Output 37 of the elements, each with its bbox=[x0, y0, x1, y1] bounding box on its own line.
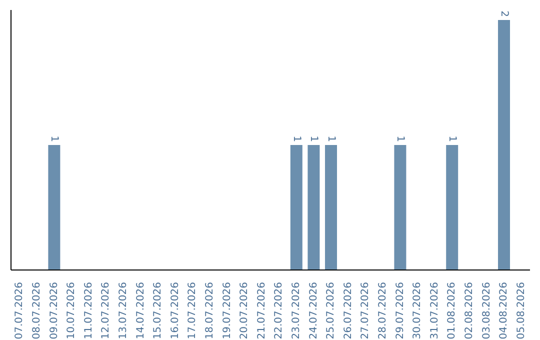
x-tick-label: 09.07.2026 bbox=[48, 282, 60, 340]
x-tick-label: 18.07.2026 bbox=[204, 282, 216, 340]
x-tick-label: 26.07.2026 bbox=[342, 282, 354, 340]
x-tick-label: 17.07.2026 bbox=[187, 282, 198, 340]
x-tick-label: 27.07.2026 bbox=[360, 282, 372, 340]
x-tick-label: 24.07.2026 bbox=[308, 282, 320, 340]
x-tick-label: 08.07.2026 bbox=[31, 282, 42, 340]
data-label: 1 bbox=[394, 136, 406, 142]
x-tick-label: 28.07.2026 bbox=[377, 282, 388, 340]
x-tick-label: 16.07.2026 bbox=[170, 282, 181, 340]
x-tick-label: 20.07.2026 bbox=[239, 282, 250, 340]
data-label: 1 bbox=[48, 136, 60, 142]
x-tick-label: 11.07.2026 bbox=[83, 282, 94, 340]
data-label: 1 bbox=[325, 136, 336, 142]
x-tick-label: 31.07.2026 bbox=[429, 282, 440, 340]
data-label: 1 bbox=[308, 136, 320, 142]
x-tick-label: 25.07.2026 bbox=[326, 282, 337, 340]
x-tick-label: 21.07.2026 bbox=[256, 282, 268, 340]
x-tick-label: 07.07.2026 bbox=[14, 282, 26, 340]
x-tick-label: 10.07.2026 bbox=[66, 282, 78, 340]
data-label: 1 bbox=[446, 136, 458, 142]
x-tick-label: 30.07.2026 bbox=[412, 282, 424, 340]
x-tick-label: 13.07.2026 bbox=[118, 282, 129, 340]
x-tick-label: 02.08.2026 bbox=[464, 282, 475, 340]
data-label: 2 bbox=[498, 10, 510, 17]
x-tick-label: 22.07.2026 bbox=[274, 282, 285, 340]
x-tick-label: 04.08.2026 bbox=[498, 282, 510, 340]
x-tick-label: 15.07.2026 bbox=[152, 282, 164, 340]
x-tick-label: 23.07.2026 bbox=[290, 282, 302, 340]
x-tick-label: 05.08.2026 bbox=[516, 282, 527, 340]
x-tick-label: 01.08.2026 bbox=[446, 282, 458, 340]
x-tick-label: 14.07.2026 bbox=[135, 282, 146, 340]
x-tick-label: 29.07.2026 bbox=[394, 282, 406, 340]
x-tick-label: 19.07.2026 bbox=[222, 282, 233, 340]
data-label: 1 bbox=[290, 136, 302, 142]
x-tick-label: 12.07.2026 bbox=[100, 282, 112, 340]
x-tick-label: 03.08.2026 bbox=[481, 282, 492, 340]
